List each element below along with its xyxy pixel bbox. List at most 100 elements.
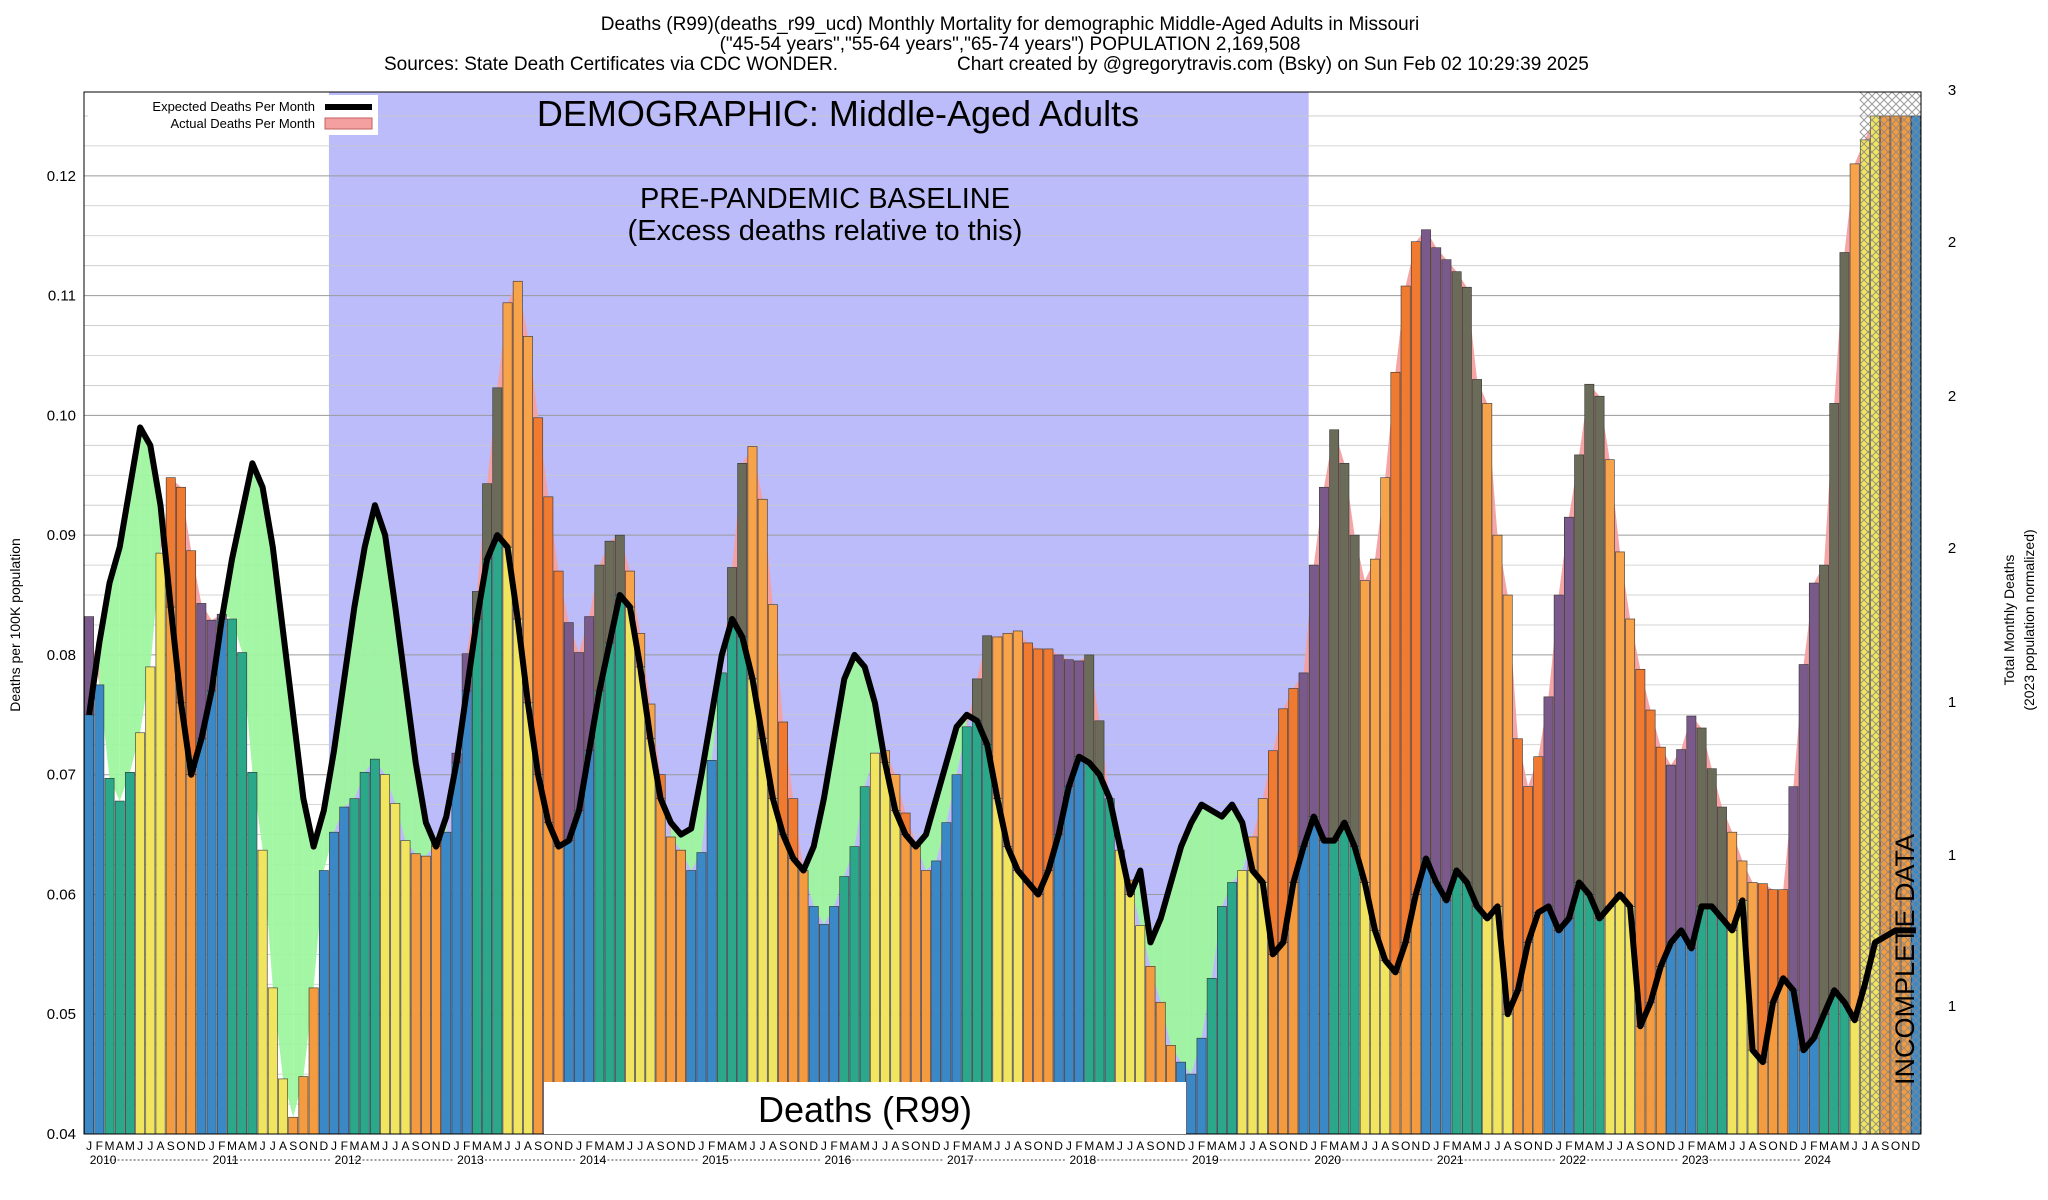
actual-bar [1400,942,1411,1135]
chart-title-line2: ("45-54 years","55-64 years","65-74 year… [720,34,1301,55]
excess-bar [502,302,513,548]
month-tick-label: J [147,1139,153,1153]
actual-bar [982,744,993,1135]
deficit-area [119,487,130,802]
actual-bar [308,987,319,1135]
month-tick-label: M [1452,1139,1462,1153]
deficit-area [313,810,324,988]
month-tick-label: N [1289,1139,1298,1153]
excess-bar [1645,709,1656,1003]
y-tick-label: 0.06 [47,886,76,903]
month-tick-label: M [717,1139,727,1153]
month-tick-label: D [442,1139,451,1153]
deficit-area [1130,870,1141,926]
month-tick-label: O [299,1139,308,1153]
actual-bar [1808,1037,1819,1135]
year-tick-label: 2022 [1559,1153,1586,1167]
month-tick-label: F [953,1139,960,1153]
excess-bar [1543,696,1554,907]
actual-bar [318,870,329,1135]
actual-bar [1472,906,1482,1135]
y-axis-label: Deaths per 100K population [7,538,23,712]
actual-bar [1084,762,1095,1135]
month-tick-label: N [554,1139,563,1153]
month-tick-label: A [646,1139,654,1153]
excess-bar [982,635,993,746]
cause-label-box [544,1082,1186,1134]
month-tick-label: A [1830,1139,1838,1153]
actual-bar [298,1076,309,1135]
cause-annotation: Deaths (R99) [758,1089,972,1130]
actual-bar [359,771,370,1135]
year-tick-label: 2017 [947,1153,974,1167]
deficit-area [374,505,386,775]
actual-bar [1839,1001,1850,1135]
y-tick-label: 0.12 [47,168,76,185]
month-tick-label: F [708,1139,715,1153]
month-tick-label: F [1688,1139,1695,1153]
excess-bar [1706,768,1717,907]
month-tick-label: J [270,1139,276,1153]
excess-bar [1451,271,1462,871]
year-tick-label: 2013 [457,1153,484,1167]
actual-bar [1329,840,1340,1135]
month-tick-label: A [361,1139,369,1153]
month-tick-label: J [515,1139,521,1153]
month-tick-label: J [1556,1139,1562,1153]
expected-line [86,424,1916,1066]
month-tick-label: J [1127,1139,1133,1153]
actual-bar [461,690,472,1135]
year-tick-label: 2014 [580,1153,607,1167]
actual-bar [380,774,390,1135]
month-tick-label: M [1350,1139,1360,1153]
y2-tick-label: 1 [1948,694,1956,711]
actual-bar [196,738,207,1135]
month-tick-label: J [1239,1139,1245,1153]
month-tick-label: J [872,1139,878,1153]
actual-bar [1288,882,1299,1135]
actual-bar [135,732,146,1135]
month-tick-label: A [1095,1139,1103,1153]
deficit-area [1170,846,1182,1063]
month-tick-label: J [760,1139,766,1153]
year-tick-label: 2012 [335,1153,362,1167]
month-tick-label: J [331,1139,337,1153]
y-tick-label: 0.08 [47,647,76,664]
y-tick-label: 0.04 [47,1126,76,1143]
actual-bar [625,606,635,1135]
actual-bar [1319,840,1329,1135]
month-tick-label: S [167,1139,175,1153]
deficit-area [364,505,375,773]
actual-bar [1676,930,1687,1135]
actual-bar [1206,977,1217,1135]
actual-bar [94,684,105,1135]
month-tick-label: A [1871,1139,1879,1153]
month-tick-label: N [432,1139,441,1153]
baseline-annotation-line2: (Excess deaths relative to this) [628,215,1023,247]
year-tick-label: 2015 [702,1153,729,1167]
excess-bar [1798,664,1809,1051]
demographic-annotation: DEMOGRAPHIC: Middle-Aged Adults [537,93,1139,134]
month-tick-label: S [1391,1139,1399,1153]
actual-bar [604,642,615,1135]
month-tick-label: N [1534,1139,1543,1153]
month-tick-label: F [218,1139,225,1153]
month-tick-label: A [973,1139,981,1153]
actual-bar [1410,894,1421,1135]
month-tick-label: M [125,1139,135,1153]
actual-bar [737,636,748,1135]
actual-bar [951,774,962,1135]
actual-bar [1339,822,1350,1135]
excess-bar [1349,534,1360,847]
month-tick-label: J [627,1139,633,1153]
actual-bar [237,652,248,1135]
actual-bar [1686,948,1697,1135]
deficit-area [1221,804,1233,907]
actual-bar [349,798,360,1135]
month-tick-label: N [1411,1139,1420,1153]
month-tick-label: O [421,1139,430,1153]
month-tick-label: J [637,1139,643,1153]
month-tick-label: S [1759,1139,1767,1153]
actual-bar [155,552,166,1135]
